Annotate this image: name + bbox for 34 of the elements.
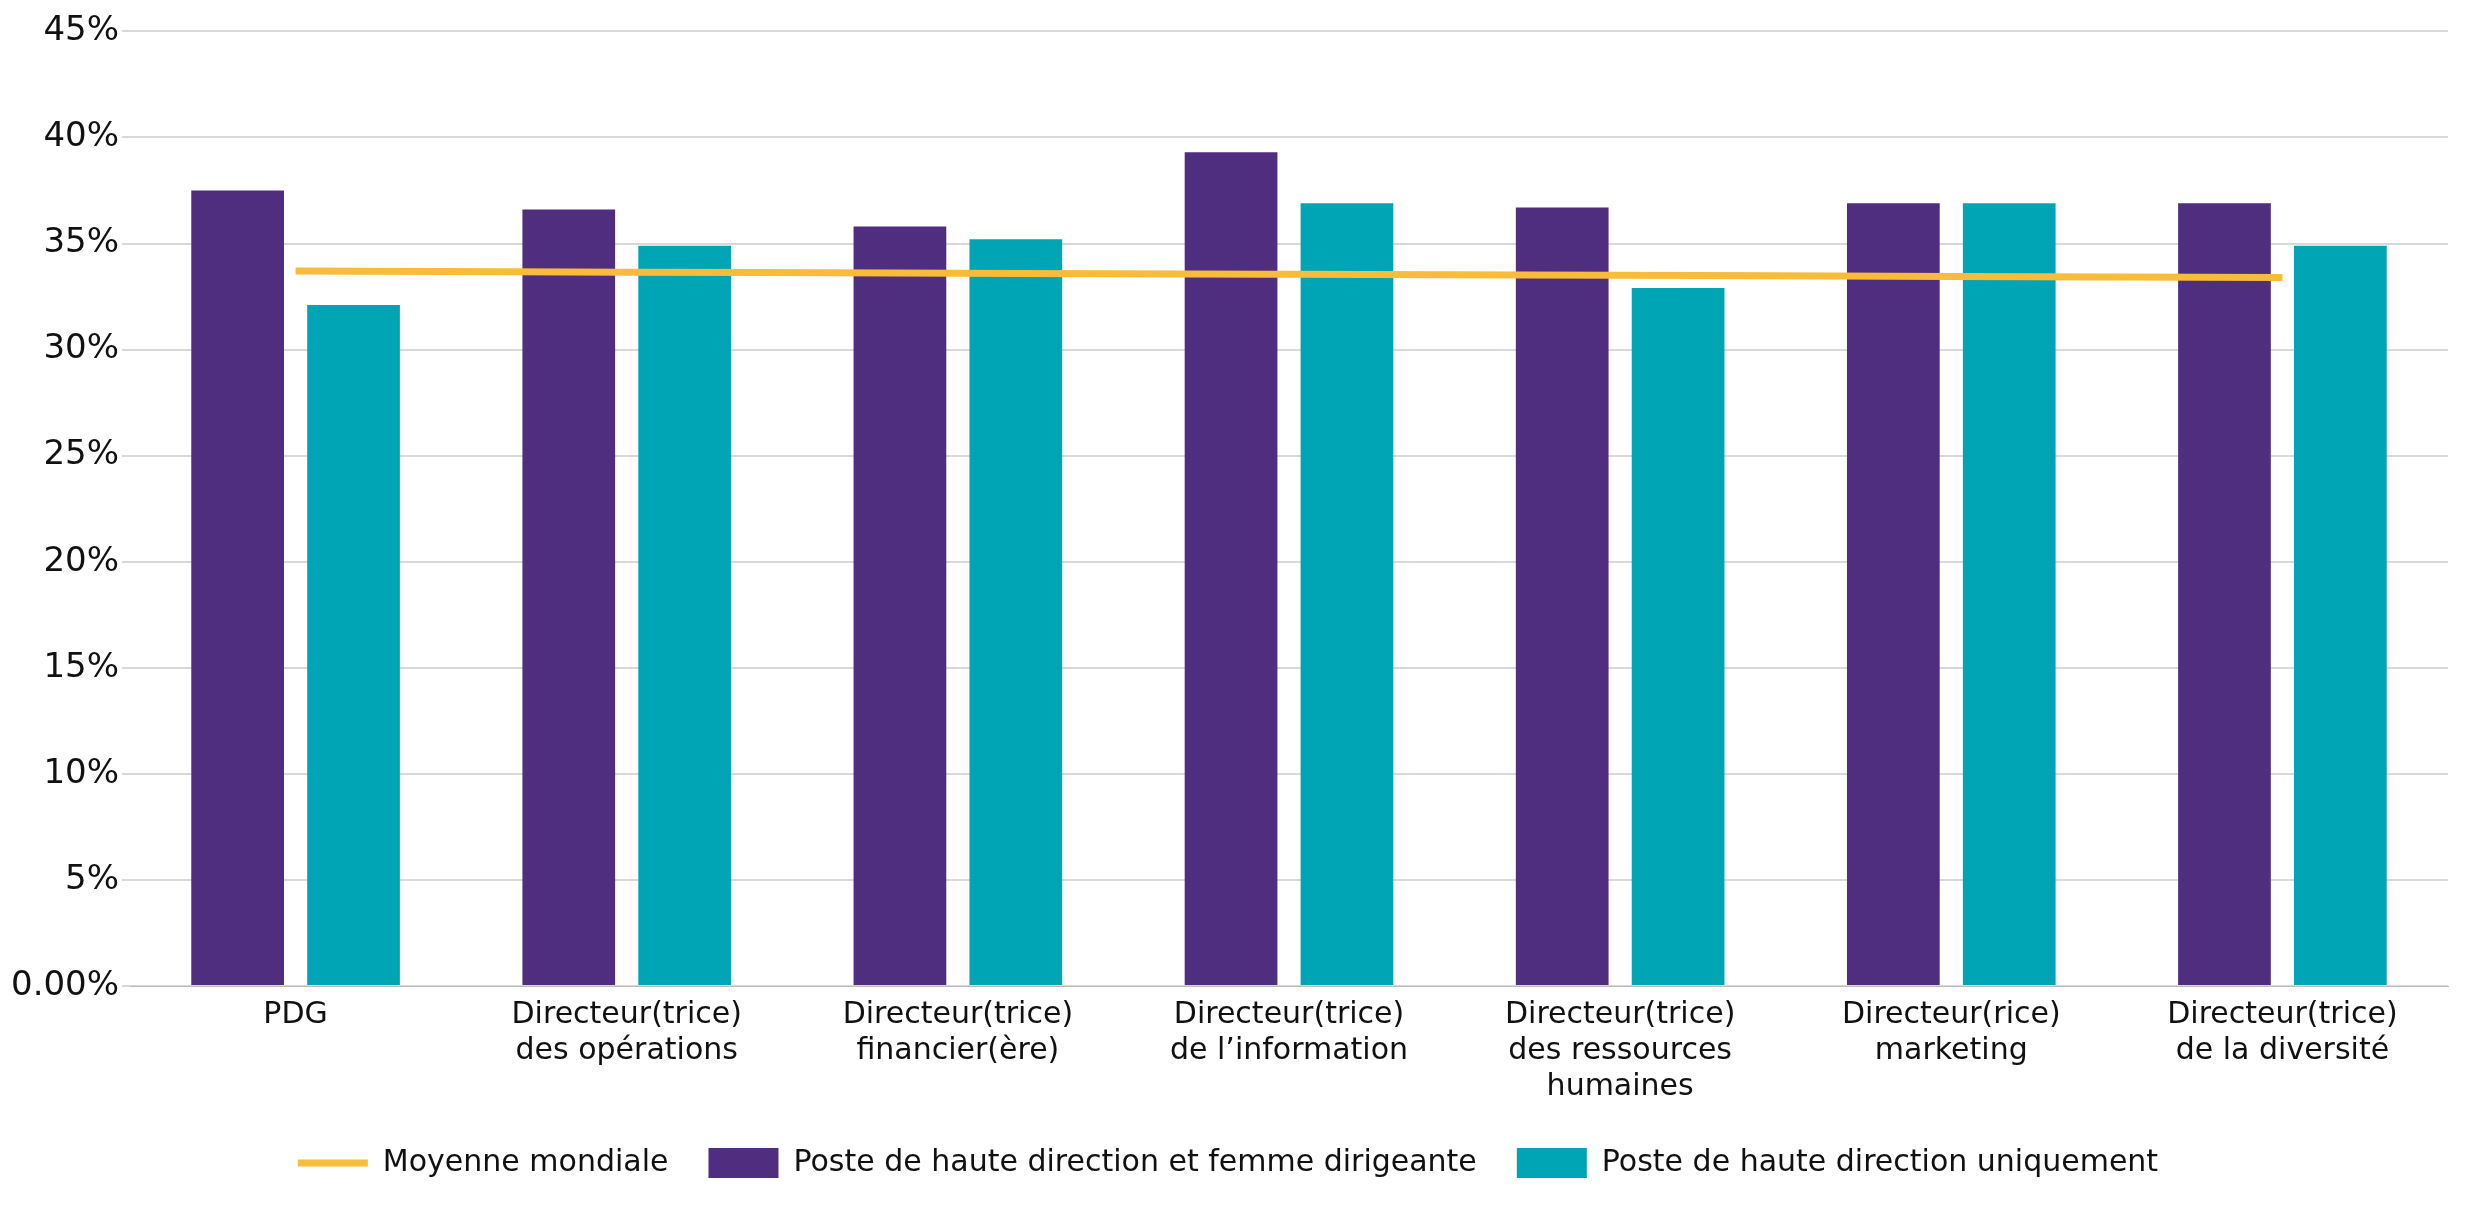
x-tick-label: Directeur(trice) des opérations: [511, 994, 742, 1066]
bar: [1300, 203, 1394, 985]
x-tick-label: Directeur(trice) financier(ère): [842, 994, 1074, 1066]
legend-label: Poste de haute direction uniquement: [1601, 1142, 2159, 1178]
x-tick-label: Directeur(trice) de l’information: [1169, 994, 1409, 1066]
x-tick-label: PDG: [263, 994, 328, 1030]
x-tick-label: Directeur(trice) de la diversité: [2167, 994, 2398, 1066]
bar: [307, 305, 400, 985]
bar: [191, 190, 284, 985]
y-tick-label: 20%: [43, 538, 120, 579]
bar: [1631, 288, 1725, 985]
bar: [1962, 203, 2056, 985]
y-tick-label: 35%: [43, 220, 120, 261]
legend-label: Moyenne mondiale: [382, 1142, 669, 1178]
bar: [638, 245, 732, 985]
bar: [522, 209, 616, 985]
bar: [1515, 207, 1609, 985]
bar: [853, 226, 947, 985]
y-tick-label: 45%: [43, 8, 120, 49]
y-tick-label: 25%: [43, 432, 120, 473]
x-tick-label: Directeur(rice) marketing: [1841, 994, 2061, 1066]
bar: [1846, 203, 1940, 985]
bar: [1184, 152, 1278, 985]
y-tick-label: 30%: [43, 326, 120, 367]
y-tick-label: 5%: [65, 856, 120, 897]
bar: [969, 239, 1063, 985]
bar: [2178, 203, 2271, 985]
y-tick-label: 0.00%: [10, 962, 120, 1003]
y-tick-label: 15%: [43, 644, 120, 685]
legend-label: Poste de haute direction et femme dirigeante: [793, 1142, 1477, 1178]
y-tick-label: 10%: [43, 750, 120, 791]
bar: [2294, 245, 2387, 985]
x-tick-label: Directeur(trice) des ressources humaines: [1504, 994, 1736, 1102]
y-tick-label: 40%: [43, 114, 120, 155]
